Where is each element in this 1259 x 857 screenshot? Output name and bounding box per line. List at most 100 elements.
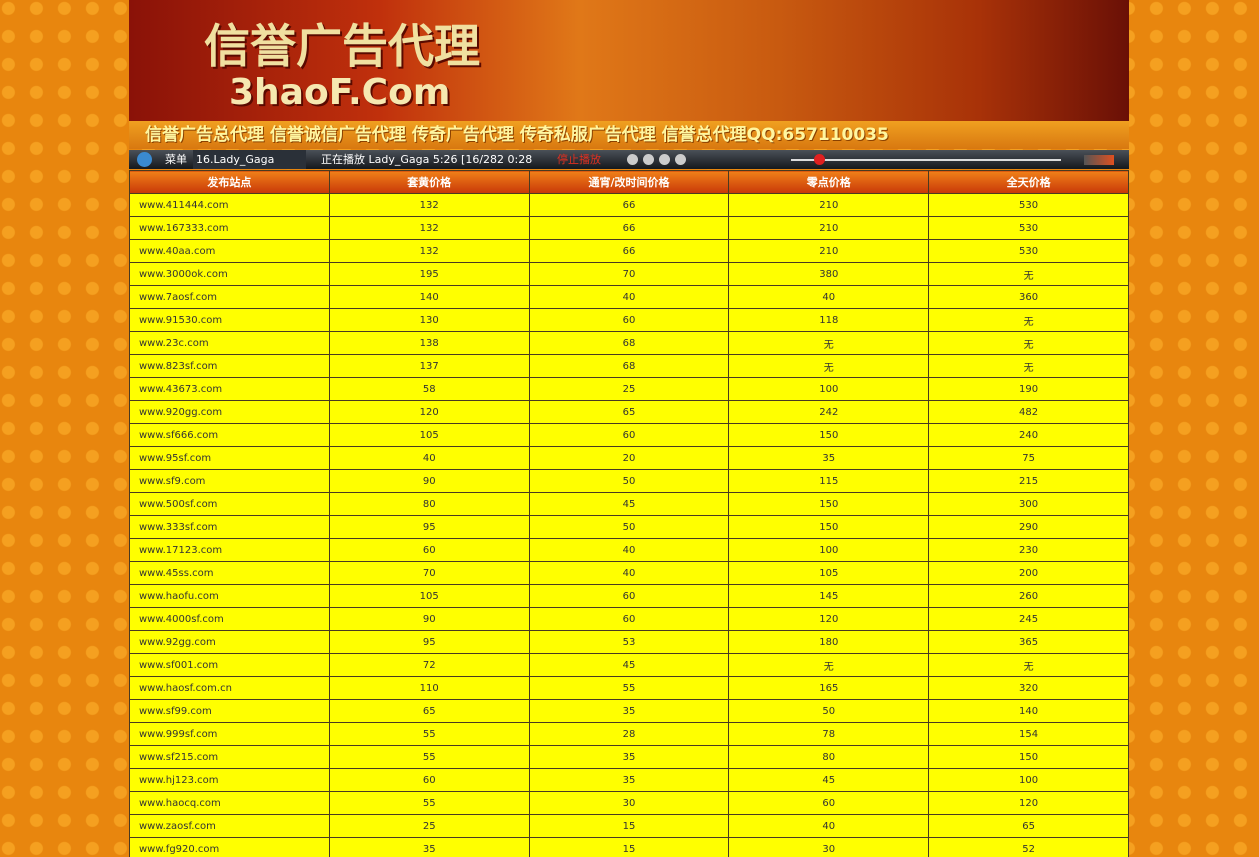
site-cell: www.823sf.com (129, 354, 330, 378)
price-cell: 55 (328, 791, 530, 815)
price-cell: 300 (928, 492, 1129, 516)
price-cell: 无 (928, 308, 1129, 332)
site-cell: www.95sf.com (129, 446, 330, 470)
price-cell: 240 (928, 423, 1129, 447)
table-row: www.333sf.com 95 50 150 290 (129, 515, 1129, 539)
price-cell: 215 (928, 469, 1129, 493)
progress-bar[interactable] (791, 159, 1061, 161)
player-stop[interactable]: 停止播放 (557, 153, 601, 166)
header-cell: 零点价格 (728, 170, 930, 194)
header-row: 发布站点 套黄价格 通宵/改时间价格 零点价格 全天价格 (129, 170, 1129, 194)
banner-title: 信誉广告代理 (204, 19, 480, 73)
price-cell: 35 (328, 837, 530, 857)
price-cell: 132 (328, 239, 530, 263)
price-cell: 无 (928, 331, 1129, 355)
site-cell: www.92gg.com (129, 630, 330, 654)
table-row: www.sf9.com 90 50 115 215 (129, 469, 1129, 493)
price-cell: 70 (328, 561, 530, 585)
prev-button[interactable] (659, 154, 670, 165)
price-cell: 190 (928, 377, 1129, 401)
site-cell: www.23c.com (129, 331, 330, 355)
price-cell: 25 (528, 377, 730, 401)
nav-qq: 657110035 (782, 125, 889, 145)
site-cell: www.haocq.com (129, 791, 330, 815)
volume[interactable] (1084, 155, 1114, 165)
price-cell: 20 (528, 446, 730, 470)
price-cell: 100 (928, 768, 1129, 792)
price-cell: 90 (328, 607, 530, 631)
price-cell: 58 (328, 377, 530, 401)
price-cell: 40 (528, 285, 730, 309)
price-cell: 50 (528, 515, 730, 539)
price-cell: 无 (928, 354, 1129, 378)
site-cell: www.hj123.com (129, 768, 330, 792)
table-row: www.17123.com 60 40 100 230 (129, 538, 1129, 562)
player-menu[interactable]: 菜单 (165, 153, 187, 166)
site-cell: www.fg920.com (129, 837, 330, 857)
price-cell: 60 (528, 607, 730, 631)
table-body: www.411444.com 132 66 210 530 www.167333.com 1… (129, 193, 1129, 857)
table-row: www.167333.com 132 66 210 530 (129, 216, 1129, 240)
price-cell: 195 (328, 262, 530, 286)
site-cell: www.7aosf.com (129, 285, 330, 309)
price-cell: 132 (328, 193, 530, 217)
price-cell: 55 (328, 745, 530, 769)
price-cell: 60 (328, 768, 530, 792)
play-button[interactable] (627, 154, 638, 165)
table-row: www.92gg.com 95 53 180 365 (129, 630, 1129, 654)
site-cell: www.sf9.com (129, 469, 330, 493)
price-cell: 40 (328, 446, 530, 470)
price-cell: 45 (728, 768, 930, 792)
price-cell: 68 (528, 331, 730, 355)
price-cell: 52 (928, 837, 1129, 857)
price-cell: 25 (328, 814, 530, 838)
price-cell: 118 (728, 308, 930, 332)
price-cell: 245 (928, 607, 1129, 631)
site-cell: www.411444.com (129, 193, 330, 217)
table-row: www.haocq.com 55 30 60 120 (129, 791, 1129, 815)
price-cell: 35 (528, 768, 730, 792)
price-cell: 55 (528, 676, 730, 700)
price-cell: 55 (328, 722, 530, 746)
site-cell: www.40aa.com (129, 239, 330, 263)
price-cell: 66 (528, 239, 730, 263)
player-logo[interactable] (137, 152, 152, 167)
price-cell: 60 (328, 538, 530, 562)
site-cell: www.17123.com (129, 538, 330, 562)
price-cell: 260 (928, 584, 1129, 608)
table-row: www.920gg.com 120 65 242 482 (129, 400, 1129, 424)
price-cell: 137 (328, 354, 530, 378)
price-cell: 150 (928, 745, 1129, 769)
table-row: www.haofu.com 105 60 145 260 (129, 584, 1129, 608)
nav-text: 信誉广告总代理 信誉诚信广告代理 传奇广告代理 传奇私服广告代理 信誉总代理QQ… (145, 125, 783, 145)
price-cell: 40 (528, 561, 730, 585)
site-cell: www.43673.com (129, 377, 330, 401)
table-row: www.45ss.com 70 40 105 200 (129, 561, 1129, 585)
price-cell: 530 (928, 193, 1129, 217)
site-cell: www.500sf.com (129, 492, 330, 516)
player-track[interactable]: 16.Lady_Gaga (193, 150, 306, 169)
price-cell: 60 (528, 423, 730, 447)
progress-handle[interactable] (814, 154, 825, 165)
price-cell: 35 (528, 745, 730, 769)
header-cell: 全天价格 (928, 170, 1129, 194)
price-cell: 150 (728, 515, 930, 539)
price-cell: 80 (328, 492, 530, 516)
pause-button[interactable] (643, 154, 654, 165)
site-cell: www.167333.com (129, 216, 330, 240)
table-row: www.500sf.com 80 45 150 300 (129, 492, 1129, 516)
site-cell: www.haofu.com (129, 584, 330, 608)
price-cell: 115 (728, 469, 930, 493)
price-cell: 380 (728, 262, 930, 286)
price-table: 发布站点 套黄价格 通宵/改时间价格 零点价格 全天价格 www.411444.com 1… (129, 170, 1129, 857)
price-cell: 138 (328, 331, 530, 355)
table-row: www.sf666.com 105 60 150 240 (129, 423, 1129, 447)
price-cell: 132 (328, 216, 530, 240)
table-row: www.sf215.com 55 35 80 150 (129, 745, 1129, 769)
price-cell: 210 (728, 193, 930, 217)
table-row: www.95sf.com 40 20 35 75 (129, 446, 1129, 470)
price-cell: 210 (728, 239, 930, 263)
table-row: www.411444.com 132 66 210 530 (129, 193, 1129, 217)
next-button[interactable] (675, 154, 686, 165)
site-cell: www.45ss.com (129, 561, 330, 585)
